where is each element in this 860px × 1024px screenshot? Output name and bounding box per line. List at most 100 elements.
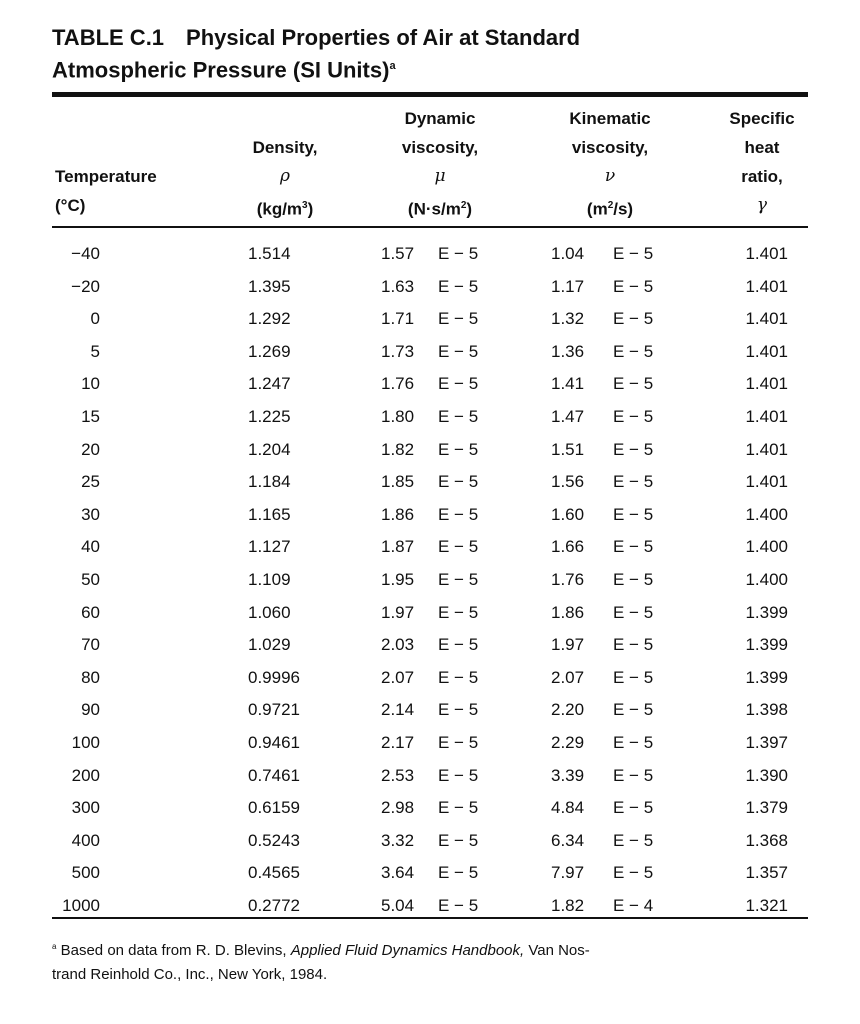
- cell-temperature: 0: [90, 309, 100, 329]
- cell-kinematic-viscosity-exponent: E − 5: [613, 667, 654, 687]
- header-dynamic-unit: (N·s/m2): [407, 199, 473, 219]
- table-title: TABLE C.1 Physical Properties of Air at S…: [52, 24, 580, 84]
- cell-kinematic-viscosity-exponent: E − 5: [613, 700, 654, 720]
- cell-specific-heat-ratio: 1.401: [745, 472, 788, 492]
- cell-specific-heat-ratio: 1.400: [745, 537, 788, 557]
- cell-density: 0.9721: [248, 700, 300, 720]
- table-row: 300 0.6159 2.98 E − 5 4.84 E − 5 1.379: [0, 792, 860, 825]
- table-row: 90 0.9721 2.14 E − 5 2.20 E − 5 1.398: [0, 694, 860, 727]
- header-density-unit: (kg/m3): [256, 199, 314, 219]
- cell-kinematic-viscosity: 2.07: [551, 667, 585, 687]
- cell-dynamic-viscosity: 2.03: [381, 635, 415, 655]
- cell-density: 1.514: [248, 244, 291, 263]
- cell-kinematic-viscosity: 1.32: [551, 309, 585, 329]
- cell-dynamic-viscosity: 1.82: [381, 439, 415, 459]
- table-row: 100 0.9461 2.17 E − 5 2.29 E − 5 1.397: [0, 727, 860, 760]
- cell-dynamic-viscosity: 1.85: [381, 472, 415, 492]
- header-density-label: Density,: [252, 138, 318, 157]
- table-row: 70 1.029 2.03 E − 5 1.97 E − 5 1.399: [0, 629, 860, 662]
- header-kinematic-label-2: viscosity,: [571, 138, 649, 157]
- cell-density: 0.9461: [248, 732, 300, 752]
- cell-temperature: 20: [81, 439, 100, 459]
- cell-specific-heat-ratio: 1.401: [745, 406, 788, 426]
- cell-kinematic-viscosity: 7.97: [551, 863, 585, 883]
- table-row: 50 1.109 1.95 E − 5 1.76 E − 5 1.400: [0, 564, 860, 597]
- cell-specific-heat-ratio: 1.401: [745, 374, 788, 394]
- cell-dynamic-viscosity: 1.95: [381, 569, 415, 589]
- header-temperature-label: Temperature: [55, 167, 157, 186]
- cell-dynamic-viscosity: 3.64: [381, 863, 415, 883]
- cell-density: 1.395: [248, 276, 291, 296]
- header-kinematic-label-1: Kinematic: [569, 109, 651, 128]
- cell-temperature: 500: [71, 863, 100, 883]
- top-rule: [52, 92, 808, 97]
- cell-kinematic-viscosity-exponent: E − 5: [613, 732, 654, 752]
- cell-kinematic-viscosity-exponent: E − 5: [613, 276, 654, 296]
- cell-density: 1.269: [248, 341, 291, 361]
- cell-density: 0.5243: [248, 830, 300, 850]
- header-dynamic-label-2: viscosity,: [401, 138, 479, 157]
- header-density: Density, ρ (kg/m3): [230, 133, 340, 224]
- cell-kinematic-viscosity: 1.17: [551, 276, 585, 296]
- cell-dynamic-viscosity-exponent: E − 5: [438, 798, 479, 818]
- cell-kinematic-viscosity: 1.56: [551, 472, 585, 492]
- cell-dynamic-viscosity: 1.80: [381, 406, 415, 426]
- cell-kinematic-viscosity-exponent: E − 5: [613, 472, 654, 492]
- cell-kinematic-viscosity: 1.36: [551, 341, 585, 361]
- cell-temperature: 200: [71, 765, 100, 785]
- table-number: TABLE C.1: [52, 25, 165, 50]
- cell-temperature: 80: [81, 667, 100, 687]
- cell-dynamic-viscosity: 1.63: [381, 276, 415, 296]
- cell-dynamic-viscosity-exponent: E − 5: [438, 439, 479, 459]
- header-temperature: Temperature (°C): [55, 162, 157, 220]
- cell-kinematic-viscosity-exponent: E − 5: [613, 374, 654, 394]
- cell-temperature: 10: [81, 374, 100, 394]
- cell-dynamic-viscosity: 2.14: [381, 700, 415, 720]
- cell-kinematic-viscosity: 1.66: [551, 537, 585, 557]
- cell-dynamic-viscosity-exponent: E − 5: [438, 276, 479, 296]
- cell-dynamic-viscosity-exponent: E − 5: [438, 830, 479, 850]
- cell-specific-heat-ratio: 1.400: [745, 569, 788, 589]
- cell-temperature: 15: [81, 406, 100, 426]
- table-row: 60 1.060 1.97 E − 5 1.86 E − 5 1.399: [0, 597, 860, 630]
- bottom-rule: [52, 917, 808, 919]
- title-text-1: Physical Properties of Air at Standard: [186, 25, 581, 50]
- table-row: 5 1.269 1.73 E − 5 1.36 E − 5 1.401: [0, 336, 860, 369]
- cell-dynamic-viscosity: 1.86: [381, 504, 415, 524]
- cell-kinematic-viscosity: 1.51: [551, 439, 585, 459]
- cell-dynamic-viscosity-exponent: E − 5: [438, 472, 479, 492]
- cell-dynamic-viscosity: 1.57: [381, 244, 415, 263]
- cell-kinematic-viscosity: 1.76: [551, 569, 585, 589]
- footnote: a Based on data from R. D. Blevins, Appl…: [52, 935, 812, 987]
- cell-kinematic-viscosity-exponent: E − 5: [613, 863, 654, 883]
- header-dynamic-symbol: μ: [434, 166, 446, 186]
- cell-dynamic-viscosity: 2.53: [381, 765, 415, 785]
- cell-dynamic-viscosity-exponent: E − 5: [438, 244, 479, 263]
- table-row: 400 0.5243 3.32 E − 5 6.34 E − 5 1.368: [0, 825, 860, 858]
- cell-kinematic-viscosity-exponent: E − 5: [613, 341, 654, 361]
- cell-specific-heat-ratio: 1.399: [745, 635, 788, 655]
- table-row: 10 1.247 1.76 E − 5 1.41 E − 5 1.401: [0, 368, 860, 401]
- header-dynamic-label-1: Dynamic: [404, 109, 476, 128]
- cell-dynamic-viscosity-exponent: E − 5: [438, 537, 479, 557]
- cell-density: 0.2772: [248, 895, 300, 915]
- cell-density: 0.4565: [248, 863, 300, 883]
- cell-temperature: 1000: [62, 895, 100, 915]
- cell-kinematic-viscosity: 2.29: [551, 732, 585, 752]
- cell-temperature: 60: [81, 602, 100, 622]
- cell-specific-heat-ratio: 1.397: [745, 732, 788, 752]
- cell-kinematic-viscosity-exponent: E − 5: [613, 765, 654, 785]
- cell-temperature: 90: [81, 700, 100, 720]
- cell-specific-heat-ratio: 1.401: [745, 244, 788, 263]
- cell-dynamic-viscosity: 1.71: [381, 309, 415, 329]
- cell-dynamic-viscosity: 5.04: [381, 895, 415, 915]
- cell-density: 0.6159: [248, 798, 300, 818]
- cell-specific-heat-ratio: 1.401: [745, 309, 788, 329]
- cell-specific-heat-ratio: 1.400: [745, 504, 788, 524]
- table-row: 40 1.127 1.87 E − 5 1.66 E − 5 1.400: [0, 531, 860, 564]
- cell-dynamic-viscosity-exponent: E − 5: [438, 309, 479, 329]
- header-temperature-unit: (°C): [55, 196, 86, 215]
- cell-kinematic-viscosity: 1.82: [551, 895, 585, 915]
- cell-kinematic-viscosity: 2.20: [551, 700, 585, 720]
